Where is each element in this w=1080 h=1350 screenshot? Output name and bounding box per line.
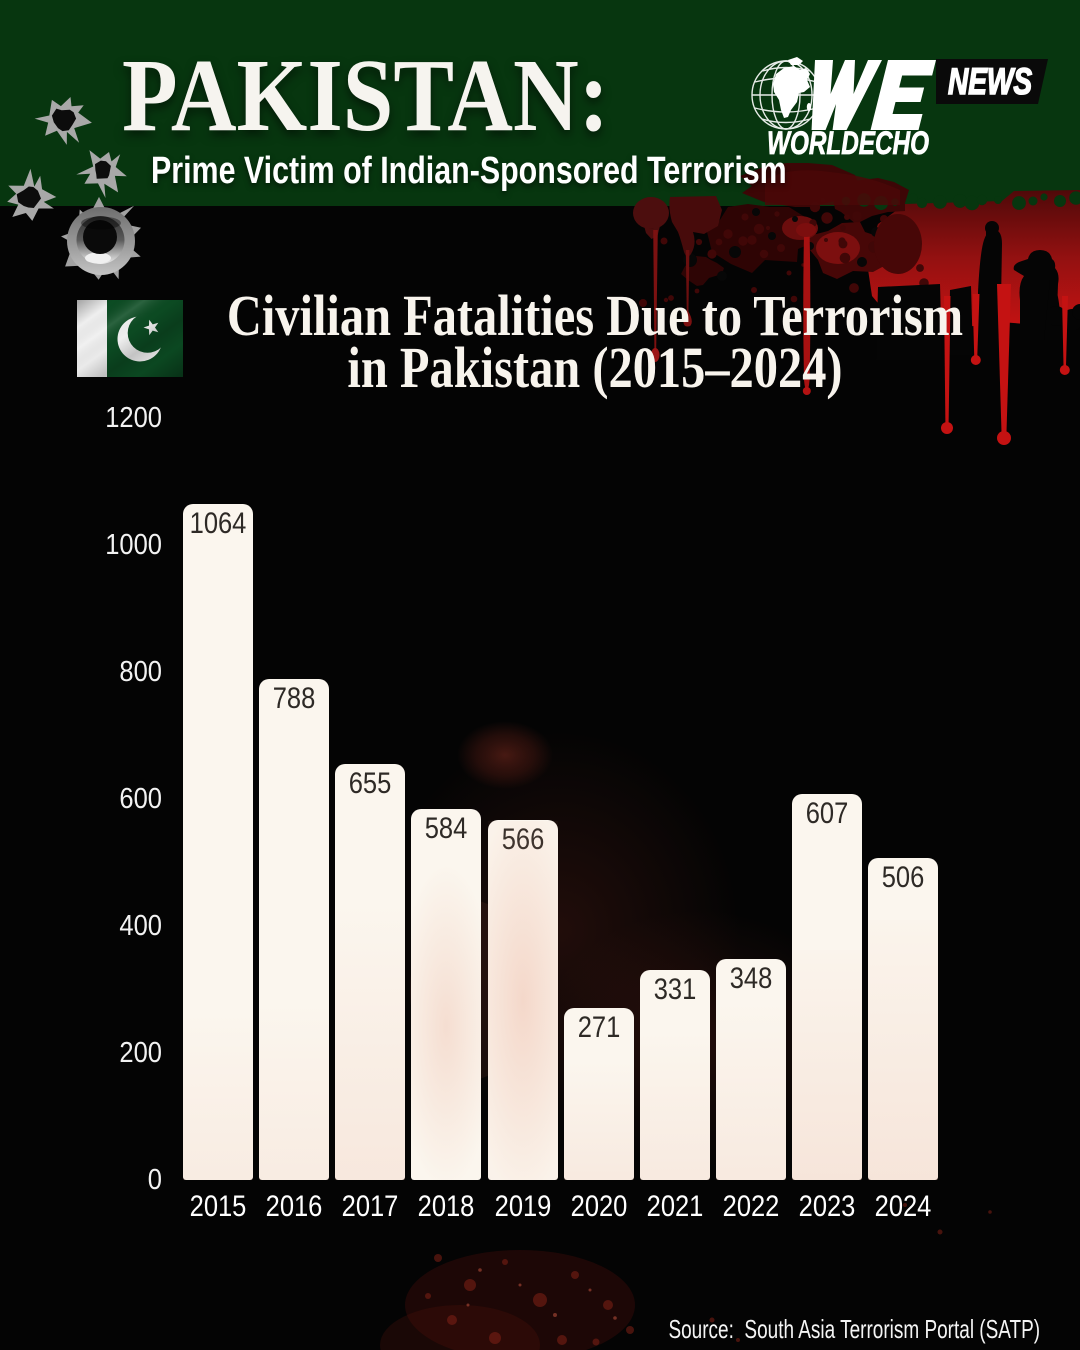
svg-text:NEWS: NEWS (948, 61, 1032, 102)
svg-text:WORLDECHO: WORLDECHO (767, 125, 929, 161)
